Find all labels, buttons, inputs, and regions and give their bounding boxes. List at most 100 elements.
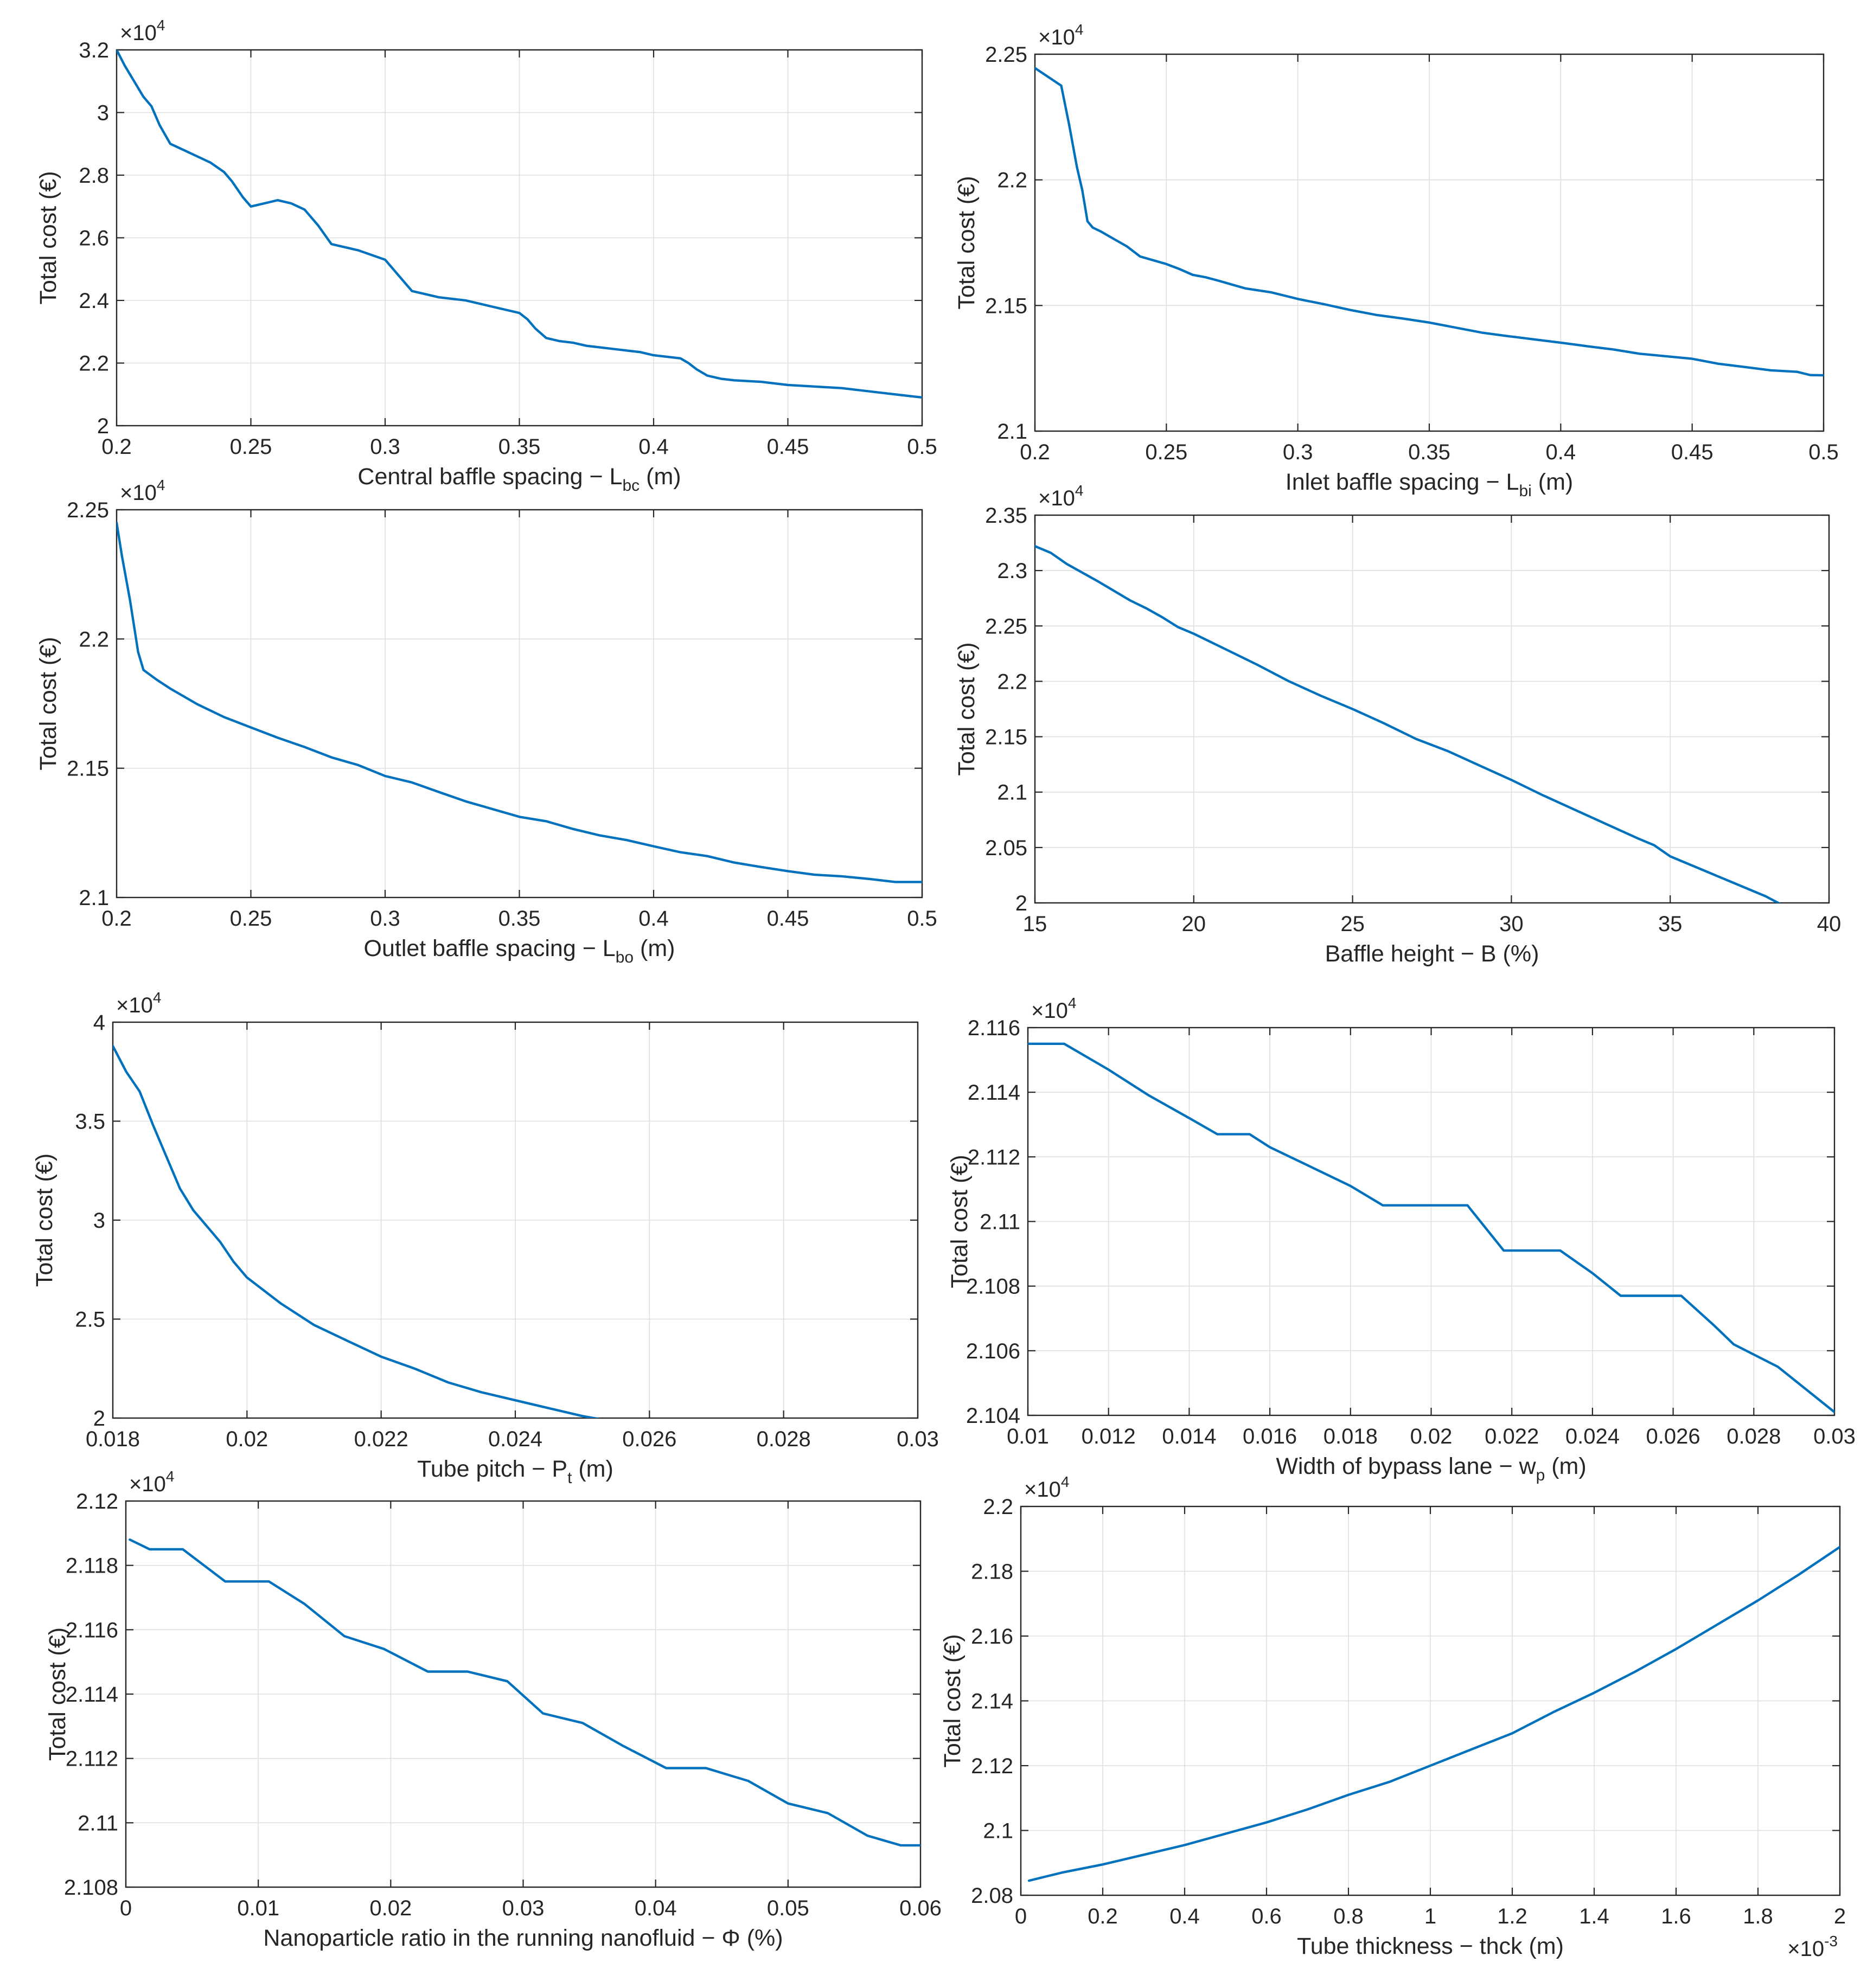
y-tick-label: 2.25 — [67, 498, 109, 522]
y-tick-label: 2.108 — [966, 1275, 1020, 1299]
x-axis-label: Nanoparticle ratio in the running nanofl… — [263, 1925, 783, 1951]
x-tick-label: 35 — [1658, 912, 1683, 936]
x-multiplier-base: ×10 — [1787, 1937, 1824, 1961]
y-tick-label: 2.106 — [966, 1339, 1020, 1363]
x-tick-label: 0.03 — [897, 1427, 939, 1451]
y-tick-label: 3.5 — [75, 1110, 105, 1134]
y-multiplier-exponent: 4 — [1068, 995, 1077, 1011]
y-tick-label: 2.14 — [971, 1690, 1013, 1714]
y-multiplier-base: ×10 — [1038, 25, 1075, 49]
x-tick-label: 0.4 — [1546, 440, 1576, 464]
x-tick-label: 0.4 — [638, 435, 669, 459]
y-multiplier-exponent: 4 — [1075, 21, 1084, 38]
x-tick-label: 0.6 — [1251, 1904, 1282, 1928]
y-axis-multiplier: ×104 — [116, 989, 161, 1017]
x-tick-label: 1 — [1424, 1904, 1436, 1928]
y-tick-label: 2.8 — [79, 164, 109, 188]
y-tick-label: 2.1 — [997, 781, 1027, 805]
x-tick-label: 0.3 — [370, 907, 400, 931]
x-tick-label: 0.2 — [101, 435, 132, 459]
x-tick-label: 0.01 — [1007, 1425, 1049, 1448]
x-tick-label: 0.35 — [498, 435, 541, 459]
y-tick-label: 2.18 — [971, 1560, 1013, 1584]
y-tick-label: 2.118 — [66, 1554, 118, 1578]
x-tick-label: 0.2 — [101, 907, 132, 931]
x-tick-label: 0.4 — [638, 907, 669, 931]
y-multiplier-exponent: 4 — [157, 17, 165, 34]
y-axis-multiplier: ×104 — [120, 477, 165, 505]
x-tick-label: 0.024 — [1565, 1425, 1620, 1448]
y-tick-label: 2.5 — [75, 1308, 105, 1332]
x-tick-label: 0.03 — [502, 1896, 545, 1920]
y-tick-label: 2.104 — [966, 1404, 1020, 1428]
y-tick-label: 2.2 — [79, 627, 109, 651]
y-tick-label: 2.08 — [971, 1884, 1013, 1908]
series-line — [1027, 1545, 1840, 1882]
x-tick-label: 0.8 — [1333, 1904, 1364, 1928]
x-tick-label: 30 — [1499, 912, 1524, 936]
y-multiplier-base: ×10 — [120, 21, 157, 45]
x-axis-label-unit: (m) — [634, 935, 675, 961]
y-multiplier-exponent: 4 — [166, 1468, 175, 1485]
y-tick-label: 2.3 — [997, 559, 1027, 583]
y-axis-multiplier: ×104 — [1031, 995, 1076, 1023]
y-tick-label: 2.112 — [968, 1145, 1020, 1169]
x-axis-label-text: Nanoparticle ratio in the running nanofl… — [263, 1925, 783, 1951]
y-tick-label: 2.25 — [985, 43, 1027, 67]
x-tick-label: 0.02 — [369, 1896, 412, 1920]
x-tick-label: 0.4 — [1169, 1904, 1200, 1928]
y-multiplier-exponent: 4 — [157, 477, 165, 493]
x-axis-label: Central baffle spacing − Lbc (m) — [357, 464, 681, 495]
x-tick-label: 0.03 — [1813, 1425, 1856, 1448]
chart-panel-3: 0.2 0.25 0.3 0.35 0.4 0.45 0.5 2.1 2.15 2.2 2.25 ×1… — [35, 477, 937, 966]
x-axis-label-unit: (m) — [1545, 1453, 1586, 1479]
x-tick-label: 0.02 — [1410, 1425, 1453, 1448]
y-tick-label: 2.16 — [971, 1625, 1013, 1649]
x-tick-label: 1.2 — [1497, 1904, 1527, 1928]
x-tick-label: 0.2 — [1020, 440, 1050, 464]
x-axis-label-text: Central baffle spacing − L — [357, 464, 622, 490]
y-tick-label: 4 — [93, 1011, 105, 1035]
y-tick-label: 2.108 — [64, 1876, 118, 1900]
y-tick-label: 2 — [1015, 892, 1027, 915]
y-axis-label: Total cost (€) — [44, 1627, 71, 1761]
x-tick-label: 0.5 — [907, 907, 937, 931]
y-multiplier-exponent: 4 — [153, 989, 162, 1006]
x-axis-label: Outlet baffle spacing − Lbo (m) — [364, 935, 675, 966]
y-tick-label: 2.116 — [66, 1618, 118, 1642]
x-tick-label: 0.022 — [1485, 1425, 1539, 1448]
x-axis-label-text: Outlet baffle spacing − L — [364, 935, 616, 961]
y-axis-label: Total cost (€) — [947, 1155, 973, 1288]
x-axis-label: Width of bypass lane − wp (m) — [1276, 1453, 1586, 1484]
y-axis-label: Total cost (€) — [954, 642, 980, 775]
y-tick-label: 2.05 — [985, 836, 1027, 860]
x-tick-label: 1.4 — [1579, 1904, 1609, 1928]
x-tick-label: 0.022 — [354, 1427, 408, 1451]
x-tick-label: 0.45 — [1671, 440, 1713, 464]
series-line — [117, 521, 922, 883]
x-tick-label: 0.026 — [622, 1427, 676, 1451]
x-tick-label: 0.018 — [1323, 1425, 1378, 1448]
x-axis-label-text: Baffle height − B (%) — [1325, 941, 1539, 967]
y-axis-label: Total cost (€) — [31, 1153, 57, 1287]
x-tick-label: 40 — [1817, 912, 1842, 936]
x-tick-label: 0.06 — [899, 1896, 942, 1920]
y-multiplier-base: ×10 — [120, 481, 157, 505]
y-tick-label: 3 — [97, 101, 109, 125]
x-tick-label: 15 — [1023, 912, 1047, 936]
chart-panel-6: 0.01 0.012 0.014 0.016 0.018 0.02 0.022 0.024 0.… — [947, 995, 1856, 1484]
x-tick-label: 0.01 — [237, 1896, 279, 1920]
y-tick-label: 2.1 — [79, 886, 109, 910]
chart-panel-7: 0 0.01 0.02 0.03 0.04 0.05 0.06 2.108 2.11 2.112 2… — [44, 1468, 942, 1951]
x-axis-label-subscript: t — [567, 1469, 572, 1487]
x-tick-label: 0 — [120, 1896, 132, 1920]
series-line — [117, 50, 922, 399]
x-axis-label-subscript: bi — [1519, 482, 1531, 500]
x-axis-multiplier: ×10-3 — [1787, 1933, 1838, 1961]
y-tick-label: 2.15 — [67, 757, 109, 781]
chart-panel-4: 15 20 25 30 35 40 2 2.05 2.1 2.15 2.2 2.25 2.3 2.35 ×1… — [954, 482, 1841, 967]
x-axis-label-text: Inlet baffle spacing − L — [1286, 469, 1519, 495]
x-tick-label: 0.35 — [498, 907, 541, 931]
x-tick-label: 0.05 — [767, 1896, 809, 1920]
chart-panel-2: 0.2 0.25 0.3 0.35 0.4 0.45 0.5 2.1 2.15 2.2 2.25 ×1… — [954, 21, 1839, 500]
